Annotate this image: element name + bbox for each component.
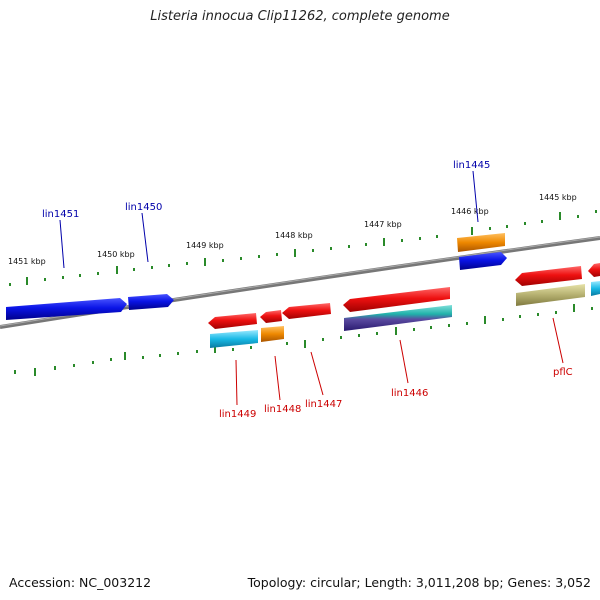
ruler-label-1449: 1449 kbp — [186, 241, 224, 250]
gene-cyan-right[interactable] — [591, 281, 600, 296]
leader-line-lin1451 — [59, 219, 65, 269]
gene-lin1447[interactable] — [282, 303, 331, 319]
gene-pflC[interactable] — [516, 284, 585, 306]
leader-line-lin1447 — [310, 351, 324, 396]
outer-ruler-ticks — [9, 210, 597, 286]
gene-lin1449[interactable] — [208, 313, 257, 329]
genome-summary-text: Topology: circular; Length: 3,011,208 bp… — [247, 575, 591, 590]
gene-cyan-1[interactable] — [210, 330, 258, 348]
map-title: Listeria innocua Clip11262, complete gen… — [150, 9, 450, 24]
gene-red-right-2[interactable] — [588, 263, 600, 277]
leader-line-lin1445 — [472, 170, 479, 223]
ruler-label-1446: 1446 kbp — [451, 207, 489, 216]
ruler-label-1448: 1448 kbp — [275, 231, 313, 240]
gene-lin1445[interactable] — [459, 252, 507, 270]
gene-orange-inner[interactable] — [261, 326, 284, 342]
label-lin1446: lin1446 — [391, 388, 428, 399]
label-lin1447: lin1447 — [305, 399, 342, 410]
gene-lin1450[interactable] — [128, 294, 174, 310]
label-lin1449: lin1449 — [219, 409, 256, 420]
accession-text: Accession: NC_003212 — [9, 575, 152, 590]
label-lin1445: lin1445 — [453, 160, 490, 171]
label-lin1451: lin1451 — [42, 209, 79, 220]
ruler-label-1445: 1445 kbp — [539, 193, 577, 202]
ruler-label-1447: 1447 kbp — [364, 220, 402, 229]
leader-line-pflC — [552, 317, 564, 364]
leader-line-lin1449 — [235, 359, 238, 406]
gene-lin1446[interactable] — [344, 305, 452, 331]
gene-lin1451[interactable] — [6, 298, 127, 320]
label-lin1448: lin1448 — [264, 404, 301, 415]
gene-orange-forward[interactable] — [457, 233, 505, 252]
gene-red-right-1[interactable] — [515, 266, 582, 286]
label-lin1450: lin1450 — [125, 202, 162, 213]
gene-lin1448[interactable] — [260, 310, 282, 323]
label-pflC: pflC — [553, 367, 573, 378]
gene-red-large[interactable] — [343, 287, 450, 312]
ruler-label-1450: 1450 kbp — [97, 250, 135, 259]
leader-line-lin1450 — [141, 212, 149, 263]
leader-line-lin1446 — [399, 339, 409, 384]
leader-line-lin1448 — [274, 355, 281, 401]
ruler-label-1451: 1451 kbp — [8, 257, 46, 266]
